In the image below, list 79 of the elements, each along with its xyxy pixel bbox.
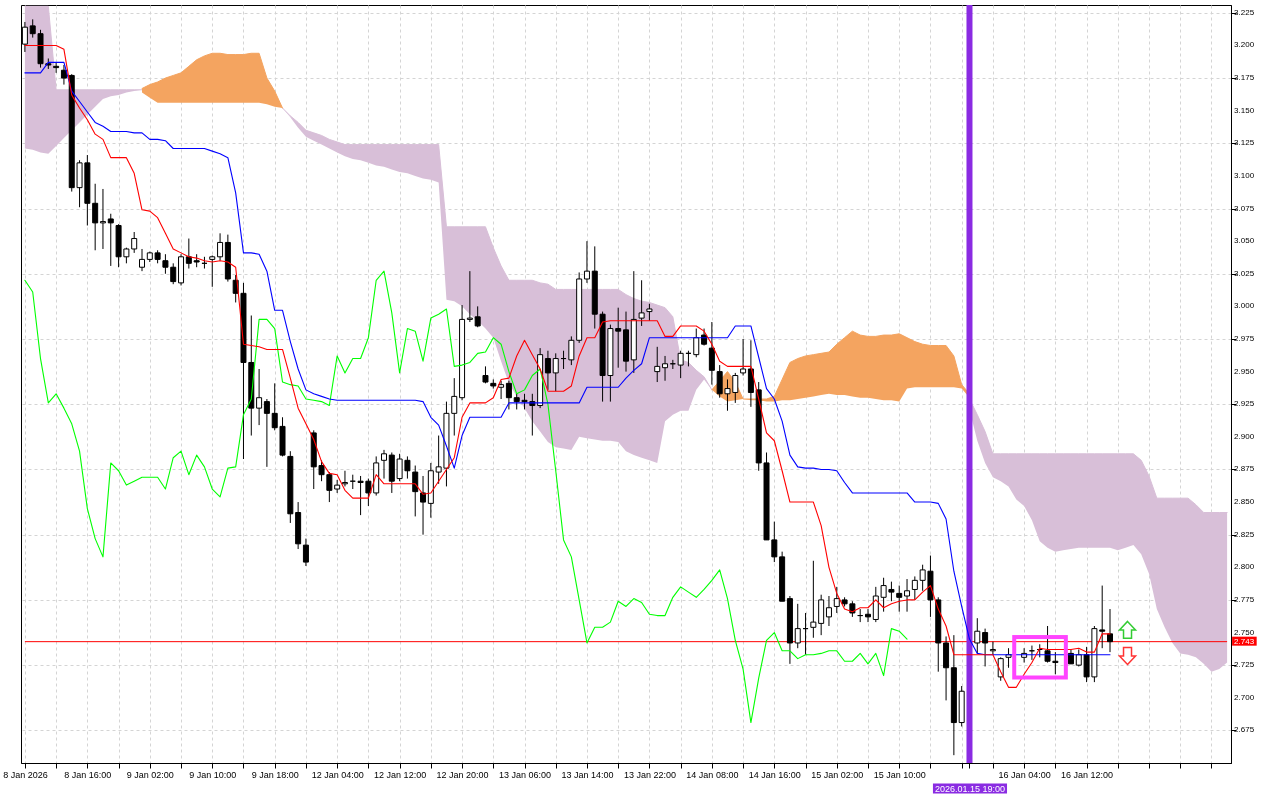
candlestick xyxy=(747,339,754,408)
candlestick xyxy=(552,352,559,392)
x-tick-label: 16 Jan 12:00 xyxy=(1061,769,1114,780)
y-tick-label: 3.000 xyxy=(1234,301,1255,311)
candlestick xyxy=(60,64,67,86)
candlestick xyxy=(677,350,684,379)
candlestick xyxy=(825,595,832,627)
candlestick xyxy=(794,603,801,649)
x-tick-label: 9 Jan 18:00 xyxy=(251,769,299,780)
candlestick xyxy=(256,368,263,426)
x-tick-label: 8 Jan 16:00 xyxy=(64,769,112,780)
y-tick-label: 2.850 xyxy=(1234,497,1255,507)
candlestick xyxy=(583,240,590,284)
y-tick-label: 3.150 xyxy=(1234,105,1255,115)
y-tick-label: 3.225 xyxy=(1234,7,1255,17)
y-tick-label: 2.925 xyxy=(1234,399,1255,409)
y-tick-label: 3.175 xyxy=(1234,73,1255,83)
x-tick-label: 12 Jan 12:00 xyxy=(374,769,427,780)
candlestick xyxy=(107,213,114,267)
x-tick-label: 16 Jan 04:00 xyxy=(998,769,1051,780)
candlestick xyxy=(498,380,505,400)
candlestick xyxy=(654,346,661,383)
candlestick xyxy=(708,321,715,386)
candlestick xyxy=(263,398,270,468)
x-tick-label: 15 Jan 10:00 xyxy=(873,769,926,780)
candlestick xyxy=(139,248,145,272)
y-tick-label: 2.750 xyxy=(1234,627,1255,637)
candlestick xyxy=(217,232,224,262)
x-tick-label: 13 Jan 06:00 xyxy=(498,769,552,780)
y-tick-label: 3.050 xyxy=(1234,236,1255,246)
line-series xyxy=(24,270,908,724)
candlestick xyxy=(341,470,348,487)
candlestick xyxy=(302,538,309,567)
y-tick-label: 2.825 xyxy=(1234,529,1255,539)
y-tick-label: 2.875 xyxy=(1234,464,1255,474)
x-tick-label: 13 Jan 22:00 xyxy=(623,769,676,780)
x-tick-label: 9 Jan 10:00 xyxy=(189,769,237,780)
x-tick-label: 8 Jan 2026 xyxy=(3,769,48,780)
x-tick-label: 15 Jan 02:00 xyxy=(811,769,864,780)
candlestick xyxy=(544,350,551,391)
candlestick xyxy=(1005,647,1012,669)
y-tick-label: 2.725 xyxy=(1234,660,1255,670)
y-tick-label: 2.775 xyxy=(1234,594,1255,604)
y-tick-label: 2.700 xyxy=(1234,692,1255,702)
candlestick xyxy=(53,61,60,74)
candlestick xyxy=(99,188,106,250)
candlestick xyxy=(662,355,669,382)
candlestick xyxy=(209,254,216,288)
x-tick-label: 12 Jan 04:00 xyxy=(311,769,364,780)
y-tick-label: 3.100 xyxy=(1234,170,1255,180)
candlestick xyxy=(505,380,512,410)
x-tick-label: 12 Jan 20:00 xyxy=(436,769,489,780)
candlestick xyxy=(974,617,981,654)
candlestick xyxy=(865,608,871,623)
x-tick-label: 9 Jan 02:00 xyxy=(126,769,174,780)
candlestick xyxy=(1107,608,1113,653)
candlestick xyxy=(989,641,996,656)
x-tick-label: 14 Jan 16:00 xyxy=(748,769,801,780)
y-tick-label: 2.900 xyxy=(1234,431,1255,441)
y-tick-label: 3.075 xyxy=(1234,203,1255,213)
candlestick xyxy=(638,279,645,327)
candlestick xyxy=(693,328,700,358)
y-tick-label: 3.025 xyxy=(1234,268,1255,278)
candlestick xyxy=(904,578,911,613)
candlestick xyxy=(466,270,473,323)
x-tick-label: 13 Jan 14:00 xyxy=(561,769,614,780)
y-tick-label: 2.950 xyxy=(1234,366,1255,376)
candlestick xyxy=(982,628,989,667)
y-tick-label: 3.200 xyxy=(1234,40,1255,50)
candlestick xyxy=(896,585,903,613)
candlestick xyxy=(412,465,419,517)
y-tick-label: 3.125 xyxy=(1234,138,1255,148)
y-tick-label: 2.800 xyxy=(1234,562,1255,572)
y-tick-label: 2.675 xyxy=(1234,725,1255,735)
y-tick-label: 2.975 xyxy=(1234,333,1255,343)
candlestick xyxy=(420,475,427,536)
x-tick-label: 14 Jan 08:00 xyxy=(686,769,739,780)
candlestick xyxy=(381,449,387,480)
candlestick xyxy=(740,338,747,377)
